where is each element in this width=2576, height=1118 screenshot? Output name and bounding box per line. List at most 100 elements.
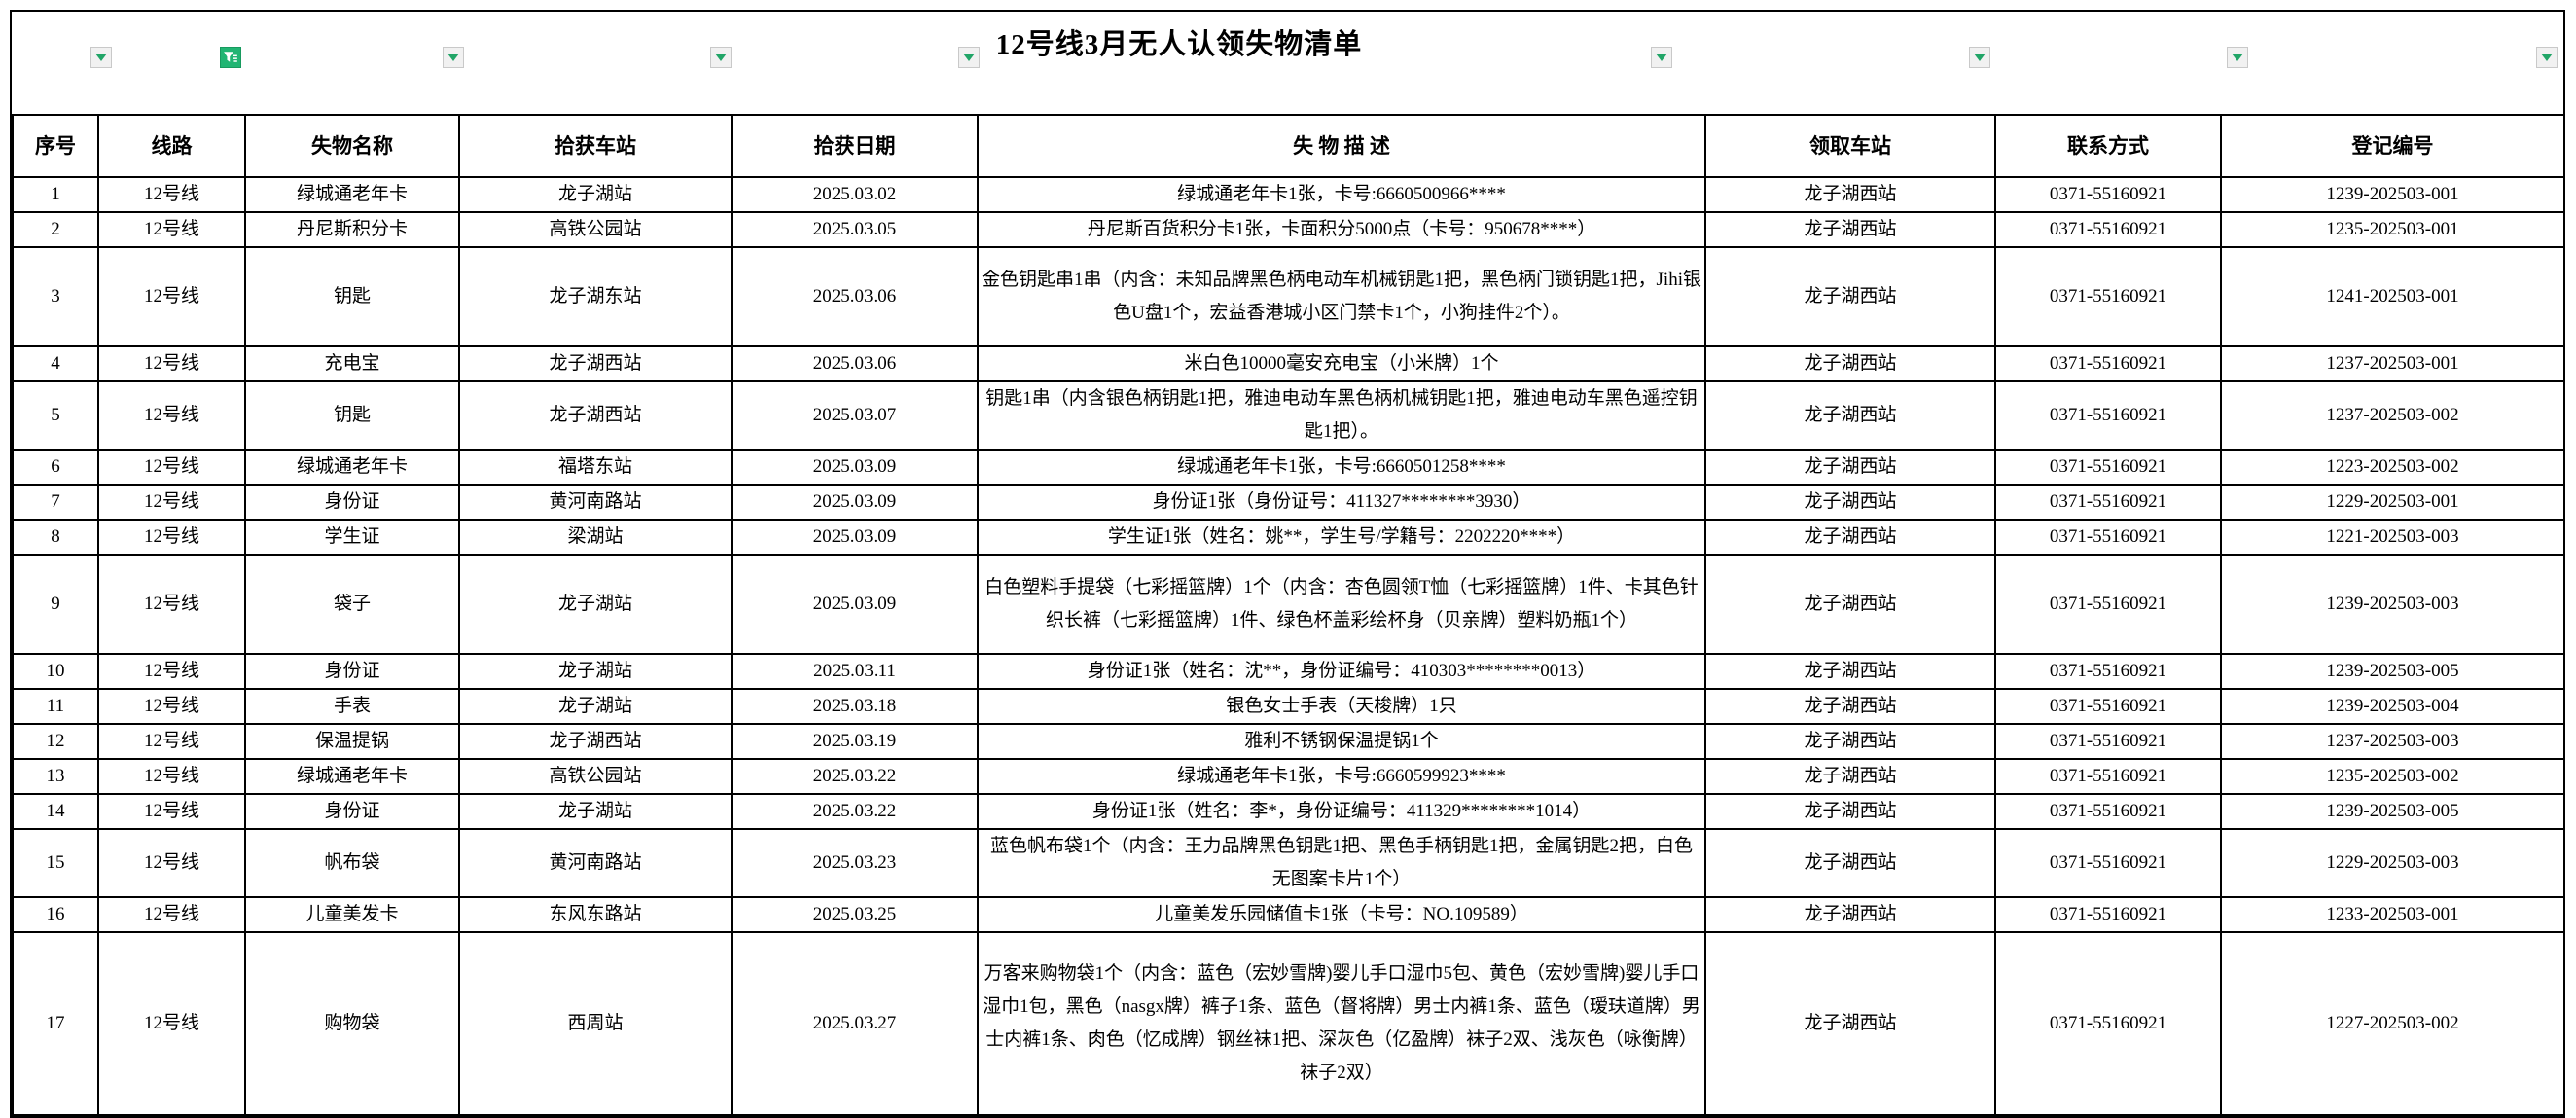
cell-found-station: 龙子湖站: [458, 653, 733, 690]
cell-seq: 16: [12, 896, 99, 933]
cell-found-station: 龙子湖东站: [458, 246, 733, 347]
filter-dropdown-icon[interactable]: [1651, 47, 1672, 68]
cell-seq: 6: [12, 449, 99, 486]
filter-dropdown-icon[interactable]: [2227, 47, 2248, 68]
cell-claim-station: 龙子湖西站: [1704, 211, 1996, 248]
filter-dropdown-icon[interactable]: [710, 47, 732, 68]
cell-seq: 12: [12, 723, 99, 760]
cell-description: 绿城通老年卡1张，卡号:6660500966****: [977, 176, 1706, 213]
cell-contact: 0371-55160921: [1994, 758, 2222, 795]
lost-items-table: 序号 线路 失物名称 拾获车站 拾获日期 失 物 描 述 领取车站 联系方式 登…: [12, 114, 2565, 1116]
cell-claim-station: 龙子湖西站: [1704, 484, 1996, 521]
cell-contact: 0371-55160921: [1994, 653, 2222, 690]
cell-claim-station: 龙子湖西站: [1704, 380, 1996, 451]
chevron-down-icon: [715, 54, 727, 61]
cell-found-date: 2025.03.11: [731, 653, 979, 690]
cell-seq: 1: [12, 176, 99, 213]
table-row: 2 12号线 丹尼斯积分卡 高铁公园站 2025.03.05 丹尼斯百货积分卡1…: [12, 211, 2565, 248]
table-body: 1 12号线 绿城通老年卡 龙子湖站 2025.03.02 绿城通老年卡1张，卡…: [12, 176, 2565, 1116]
cell-line: 12号线: [97, 211, 246, 248]
cell-found-station: 高铁公园站: [458, 211, 733, 248]
cell-found-station: 龙子湖西站: [458, 380, 733, 451]
cell-description: 身份证1张（身份证号：411327********3930）: [977, 484, 1706, 521]
cell-line: 12号线: [97, 345, 246, 382]
cell-claim-station: 龙子湖西站: [1704, 793, 1996, 830]
cell-item-name: 钥匙: [244, 380, 460, 451]
filter-dropdown-icon[interactable]: [90, 47, 112, 68]
filter-dropdown-icon[interactable]: [443, 47, 464, 68]
cell-description: 丹尼斯百货积分卡1张，卡面积分5000点（卡号：950678****）: [977, 211, 1706, 248]
cell-line: 12号线: [97, 449, 246, 486]
spreadsheet: 12号线3月无人认领失物清单 序号 线路 失物名称 拾获车站 拾获日期 失 物 …: [10, 10, 2565, 1118]
filter-dropdown-icon[interactable]: [1969, 47, 1990, 68]
cell-contact: 0371-55160921: [1994, 345, 2222, 382]
cell-item-name: 身份证: [244, 793, 460, 830]
table-row: 6 12号线 绿城通老年卡 福塔东站 2025.03.09 绿城通老年卡1张，卡…: [12, 449, 2565, 486]
table-row: 3 12号线 钥匙 龙子湖东站 2025.03.06 金色钥匙串1串（内含：未知…: [12, 246, 2565, 347]
cell-found-date: 2025.03.09: [731, 484, 979, 521]
cell-item-name: 绿城通老年卡: [244, 758, 460, 795]
cell-claim-station: 龙子湖西站: [1704, 758, 1996, 795]
table-row: 9 12号线 袋子 龙子湖站 2025.03.09 白色塑料手提袋（七彩摇篮牌）…: [12, 554, 2565, 655]
cell-item-name: 丹尼斯积分卡: [244, 211, 460, 248]
cell-registration-no: 1229-202503-001: [2220, 484, 2565, 521]
active-filter-funnel-icon[interactable]: [220, 47, 241, 68]
cell-found-station: 龙子湖站: [458, 176, 733, 213]
cell-registration-no: 1239-202503-004: [2220, 688, 2565, 725]
cell-found-station: 龙子湖站: [458, 554, 733, 655]
cell-seq: 17: [12, 931, 99, 1116]
cell-contact: 0371-55160921: [1994, 519, 2222, 556]
cell-description: 万客来购物袋1个（内含：蓝色（宏妙雪牌)婴儿手口湿巾5包、黄色（宏妙雪牌)婴儿手…: [977, 931, 1706, 1116]
cell-claim-station: 龙子湖西站: [1704, 519, 1996, 556]
cell-claim-station: 龙子湖西站: [1704, 653, 1996, 690]
cell-contact: 0371-55160921: [1994, 246, 2222, 347]
cell-found-station: 龙子湖西站: [458, 723, 733, 760]
cell-contact: 0371-55160921: [1994, 449, 2222, 486]
col-header-contact: 联系方式: [1994, 114, 2222, 178]
filter-dropdown-icon[interactable]: [958, 47, 980, 68]
table-row: 10 12号线 身份证 龙子湖站 2025.03.11 身份证1张（姓名：沈**…: [12, 653, 2565, 690]
cell-item-name: 儿童美发卡: [244, 896, 460, 933]
cell-line: 12号线: [97, 688, 246, 725]
cell-claim-station: 龙子湖西站: [1704, 554, 1996, 655]
cell-registration-no: 1229-202503-003: [2220, 828, 2565, 898]
col-header-found-date: 拾获日期: [731, 114, 979, 178]
cell-item-name: 帆布袋: [244, 828, 460, 898]
cell-registration-no: 1239-202503-001: [2220, 176, 2565, 213]
funnel-icon: [224, 52, 237, 62]
cell-description: 米白色10000毫安充电宝（小米牌）1个: [977, 345, 1706, 382]
table-row: 7 12号线 身份证 黄河南路站 2025.03.09 身份证1张（身份证号：4…: [12, 484, 2565, 521]
cell-description: 白色塑料手提袋（七彩摇篮牌）1个（内含：杏色圆领T恤（七彩摇篮牌）1件、卡其色针…: [977, 554, 1706, 655]
cell-found-station: 福塔东站: [458, 449, 733, 486]
cell-item-name: 充电宝: [244, 345, 460, 382]
cell-item-name: 学生证: [244, 519, 460, 556]
col-header-found-station: 拾获车站: [458, 114, 733, 178]
cell-found-station: 东风东路站: [458, 896, 733, 933]
cell-found-date: 2025.03.06: [731, 345, 979, 382]
cell-item-name: 袋子: [244, 554, 460, 655]
header-row: 序号 线路 失物名称 拾获车站 拾获日期 失 物 描 述 领取车站 联系方式 登…: [12, 114, 2565, 178]
cell-contact: 0371-55160921: [1994, 554, 2222, 655]
cell-claim-station: 龙子湖西站: [1704, 345, 1996, 382]
cell-description: 绿城通老年卡1张，卡号:6660599923****: [977, 758, 1706, 795]
chevron-down-icon: [2232, 54, 2243, 61]
filter-dropdown-icon[interactable]: [2536, 47, 2558, 68]
cell-found-date: 2025.03.22: [731, 793, 979, 830]
cell-seq: 3: [12, 246, 99, 347]
table-row: 1 12号线 绿城通老年卡 龙子湖站 2025.03.02 绿城通老年卡1张，卡…: [12, 176, 2565, 213]
cell-description: 银色女士手表（天梭牌）1只: [977, 688, 1706, 725]
cell-description: 钥匙1串（内含银色柄钥匙1把，雅迪电动车黑色柄机械钥匙1把，雅迪电动车黑色遥控钥…: [977, 380, 1706, 451]
cell-item-name: 手表: [244, 688, 460, 725]
chevron-down-icon: [2541, 54, 2553, 61]
cell-found-station: 梁湖站: [458, 519, 733, 556]
cell-registration-no: 1235-202503-002: [2220, 758, 2565, 795]
cell-registration-no: 1239-202503-003: [2220, 554, 2565, 655]
cell-found-station: 高铁公园站: [458, 758, 733, 795]
cell-line: 12号线: [97, 828, 246, 898]
chevron-down-icon: [1974, 54, 1986, 61]
cell-found-date: 2025.03.09: [731, 449, 979, 486]
col-header-registration-no: 登记编号: [2220, 114, 2565, 178]
cell-line: 12号线: [97, 246, 246, 347]
cell-found-date: 2025.03.18: [731, 688, 979, 725]
chevron-down-icon: [447, 54, 459, 61]
